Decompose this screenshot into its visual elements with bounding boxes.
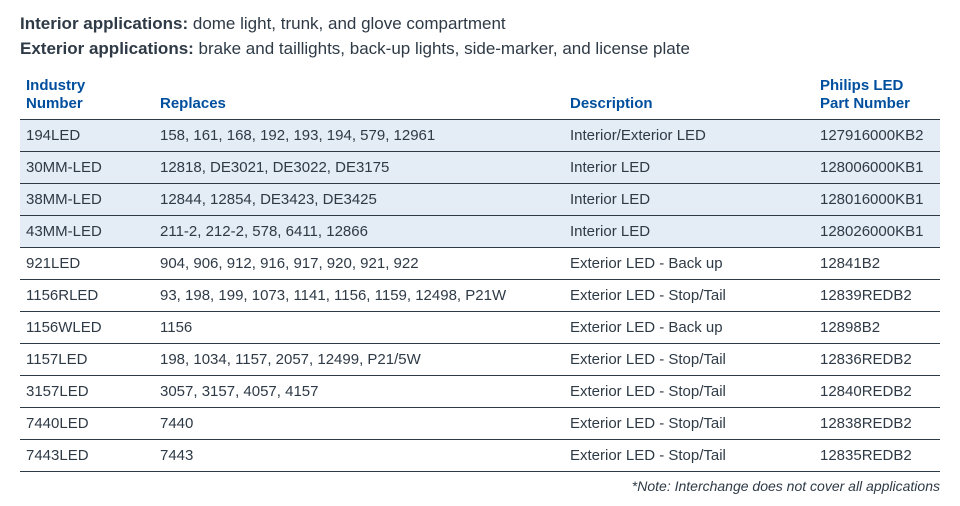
table-row: 43MM-LED211-2, 212-2, 578, 6411, 12866In…: [20, 216, 940, 248]
table-cell: Interior LED: [570, 216, 820, 248]
table-row: 194LED158, 161, 168, 192, 193, 194, 579,…: [20, 120, 940, 152]
table-cell: 12835REDB2: [820, 440, 940, 472]
table-cell: 7443: [160, 440, 570, 472]
table-cell: 38MM-LED: [20, 184, 160, 216]
column-header: Description: [570, 71, 820, 120]
table-cell: 1157LED: [20, 344, 160, 376]
table-cell: Exterior LED - Back up: [570, 312, 820, 344]
table-cell: 1156: [160, 312, 570, 344]
table-cell: Interior/Exterior LED: [570, 120, 820, 152]
table-header: IndustryNumberReplacesDescriptionPhilips…: [20, 71, 940, 120]
interior-text: dome light, trunk, and glove compartment: [188, 14, 506, 33]
table-row: 7443LED7443Exterior LED - Stop/Tail12835…: [20, 440, 940, 472]
table-row: 3157LED3057, 3157, 4057, 4157Exterior LE…: [20, 376, 940, 408]
table-cell: Interior LED: [570, 184, 820, 216]
table-cell: 3157LED: [20, 376, 160, 408]
table-cell: Exterior LED - Back up: [570, 248, 820, 280]
interior-label: Interior applications:: [20, 14, 188, 33]
table-cell: 43MM-LED: [20, 216, 160, 248]
table-cell: 211-2, 212-2, 578, 6411, 12866: [160, 216, 570, 248]
applications-text: Interior applications: dome light, trunk…: [20, 12, 940, 61]
exterior-label: Exterior applications:: [20, 39, 194, 58]
table-row: 1156RLED93, 198, 199, 1073, 1141, 1156, …: [20, 280, 940, 312]
table-cell: 12841B2: [820, 248, 940, 280]
column-header: IndustryNumber: [20, 71, 160, 120]
table-cell: 7443LED: [20, 440, 160, 472]
interior-applications-line: Interior applications: dome light, trunk…: [20, 12, 940, 37]
table-row: 30MM-LED12818, DE3021, DE3022, DE3175Int…: [20, 152, 940, 184]
table-cell: 198, 1034, 1157, 2057, 12499, P21/5W: [160, 344, 570, 376]
table-cell: 12818, DE3021, DE3022, DE3175: [160, 152, 570, 184]
table-cell: 12840REDB2: [820, 376, 940, 408]
footnote: *Note: Interchange does not cover all ap…: [20, 478, 940, 494]
table-cell: 12898B2: [820, 312, 940, 344]
exterior-applications-line: Exterior applications: brake and taillig…: [20, 37, 940, 62]
table-cell: 30MM-LED: [20, 152, 160, 184]
table-cell: Exterior LED - Stop/Tail: [570, 408, 820, 440]
table-cell: 7440LED: [20, 408, 160, 440]
table-cell: 12838REDB2: [820, 408, 940, 440]
table-cell: 7440: [160, 408, 570, 440]
column-header: Replaces: [160, 71, 570, 120]
table-cell: 904, 906, 912, 916, 917, 920, 921, 922: [160, 248, 570, 280]
column-header: Philips LEDPart Number: [820, 71, 940, 120]
table-row: 7440LED7440Exterior LED - Stop/Tail12838…: [20, 408, 940, 440]
table-cell: 128016000KB1: [820, 184, 940, 216]
table-cell: Exterior LED - Stop/Tail: [570, 376, 820, 408]
led-parts-table: IndustryNumberReplacesDescriptionPhilips…: [20, 71, 940, 472]
table-row: 38MM-LED12844, 12854, DE3423, DE3425Inte…: [20, 184, 940, 216]
table-cell: 921LED: [20, 248, 160, 280]
table-row: 1157LED198, 1034, 1157, 2057, 12499, P21…: [20, 344, 940, 376]
table-cell: Interior LED: [570, 152, 820, 184]
table-cell: 1156RLED: [20, 280, 160, 312]
exterior-text: brake and taillights, back-up lights, si…: [194, 39, 690, 58]
table-cell: Exterior LED - Stop/Tail: [570, 344, 820, 376]
table-row: 1156WLED1156Exterior LED - Back up12898B…: [20, 312, 940, 344]
table-cell: Exterior LED - Stop/Tail: [570, 440, 820, 472]
table-cell: 128026000KB1: [820, 216, 940, 248]
table-row: 921LED904, 906, 912, 916, 917, 920, 921,…: [20, 248, 940, 280]
table-cell: 158, 161, 168, 192, 193, 194, 579, 12961: [160, 120, 570, 152]
table-cell: 128006000KB1: [820, 152, 940, 184]
table-cell: 93, 198, 199, 1073, 1141, 1156, 1159, 12…: [160, 280, 570, 312]
table-body: 194LED158, 161, 168, 192, 193, 194, 579,…: [20, 120, 940, 472]
table-cell: 127916000KB2: [820, 120, 940, 152]
table-cell: 1156WLED: [20, 312, 160, 344]
table-cell: 3057, 3157, 4057, 4157: [160, 376, 570, 408]
table-cell: 12844, 12854, DE3423, DE3425: [160, 184, 570, 216]
table-cell: 12836REDB2: [820, 344, 940, 376]
table-cell: Exterior LED - Stop/Tail: [570, 280, 820, 312]
table-cell: 12839REDB2: [820, 280, 940, 312]
table-cell: 194LED: [20, 120, 160, 152]
